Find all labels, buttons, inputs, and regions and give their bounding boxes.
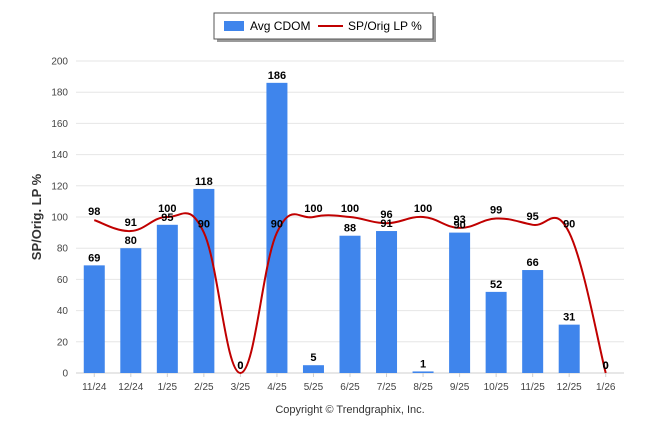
y-tick-label: 80 bbox=[57, 244, 69, 255]
line-value-label: 100 bbox=[414, 203, 432, 215]
bar-value-label: 0 bbox=[603, 360, 609, 372]
bar bbox=[83, 265, 105, 373]
bar-value-label: 88 bbox=[344, 223, 356, 235]
bar bbox=[302, 365, 324, 373]
line-value-label: 100 bbox=[341, 203, 359, 215]
bar bbox=[156, 224, 178, 373]
bar-value-label: 52 bbox=[490, 279, 502, 291]
bar-value-label: 118 bbox=[195, 176, 213, 188]
y-tick-label: 20 bbox=[57, 337, 69, 348]
bar-series bbox=[83, 82, 580, 373]
bar-value-label: 5 bbox=[310, 352, 316, 364]
line-value-label: 90 bbox=[563, 219, 575, 231]
x-tick-label: 9/25 bbox=[450, 382, 470, 393]
legend-line-label: SP/Orig LP % bbox=[348, 19, 422, 33]
x-tick-label: 10/25 bbox=[484, 382, 509, 393]
bar bbox=[120, 248, 142, 373]
line-value-label: 98 bbox=[88, 206, 100, 218]
y-axis-ticks: 0 20 40 60 80 100 120 140 160 180 200 bbox=[51, 57, 68, 380]
line-value-label: 100 bbox=[158, 203, 176, 215]
y-tick-label: 60 bbox=[57, 275, 69, 286]
bar-value-label: 90 bbox=[453, 220, 465, 232]
line-value-label: 90 bbox=[198, 219, 210, 231]
bar-value-label: 80 bbox=[125, 235, 137, 247]
copyright: Copyright © Trendgraphix, Inc. bbox=[275, 404, 424, 416]
line-value-label: 96 bbox=[380, 209, 392, 221]
bar-value-label: 31 bbox=[563, 312, 575, 324]
sp-orig-lp-line bbox=[93, 212, 607, 375]
bar-value-label: 0 bbox=[237, 360, 243, 372]
bar-value-label: 66 bbox=[527, 257, 539, 269]
y-axis-label: SP/Orig. LP % bbox=[29, 173, 44, 260]
line-value-label: 95 bbox=[527, 211, 539, 223]
x-tick-label: 12/24 bbox=[118, 382, 143, 393]
y-tick-label: 0 bbox=[62, 369, 68, 380]
x-tick-label: 1/26 bbox=[596, 382, 616, 393]
bar bbox=[449, 232, 471, 373]
bar bbox=[522, 270, 544, 373]
line-value-label: 93 bbox=[453, 214, 465, 226]
bar-value-label: 69 bbox=[88, 252, 100, 264]
bar-value-label: 186 bbox=[268, 70, 286, 82]
x-tick-label: 11/24 bbox=[82, 382, 107, 393]
x-tick-label: 2/25 bbox=[194, 382, 214, 393]
bar bbox=[339, 235, 361, 373]
x-tick-label: 6/25 bbox=[340, 382, 360, 393]
bar-value-label: 95 bbox=[161, 212, 173, 224]
x-tick-label: 4/25 bbox=[267, 382, 287, 393]
bar bbox=[558, 324, 580, 373]
bar-value-label: 1 bbox=[420, 358, 426, 370]
y-tick-label: 160 bbox=[51, 119, 68, 130]
x-tick-label: 3/25 bbox=[231, 382, 251, 393]
x-tick-label: 11/25 bbox=[521, 382, 546, 393]
legend: Avg CDOM SP/Orig LP % bbox=[213, 12, 436, 42]
line-value-label: 90 bbox=[271, 219, 283, 231]
y-tick-label: 140 bbox=[51, 150, 68, 161]
bar bbox=[193, 188, 215, 373]
y-tick-label: 200 bbox=[51, 57, 68, 68]
legend-bar-swatch bbox=[224, 21, 244, 31]
line-value-label: 0 bbox=[237, 360, 243, 372]
x-axis-ticks: 11/24 12/24 1/25 2/25 3/25 4/25 5/25 6/25 7/25 8/… bbox=[82, 373, 616, 393]
line-value-label: 91 bbox=[125, 217, 137, 229]
line-value-label: 99 bbox=[490, 205, 502, 217]
x-tick-label: 5/25 bbox=[304, 382, 324, 393]
bar bbox=[485, 291, 507, 373]
x-tick-label: 12/25 bbox=[557, 382, 582, 393]
y-tick-label: 180 bbox=[51, 88, 68, 99]
y-tick-label: 120 bbox=[51, 181, 68, 192]
bar bbox=[412, 371, 434, 373]
bar-value-label: 91 bbox=[380, 218, 392, 230]
bar bbox=[376, 231, 398, 373]
line-value-label: 0 bbox=[603, 360, 609, 372]
x-tick-label: 8/25 bbox=[413, 382, 433, 393]
legend-bar-label: Avg CDOM bbox=[250, 19, 310, 33]
x-tick-label: 1/25 bbox=[158, 382, 178, 393]
x-tick-label: 7/25 bbox=[377, 382, 397, 393]
line-value-label: 100 bbox=[304, 203, 322, 215]
y-tick-label: 40 bbox=[57, 306, 69, 317]
line-series bbox=[93, 212, 607, 375]
y-tick-label: 100 bbox=[51, 213, 68, 224]
bar bbox=[266, 82, 288, 373]
